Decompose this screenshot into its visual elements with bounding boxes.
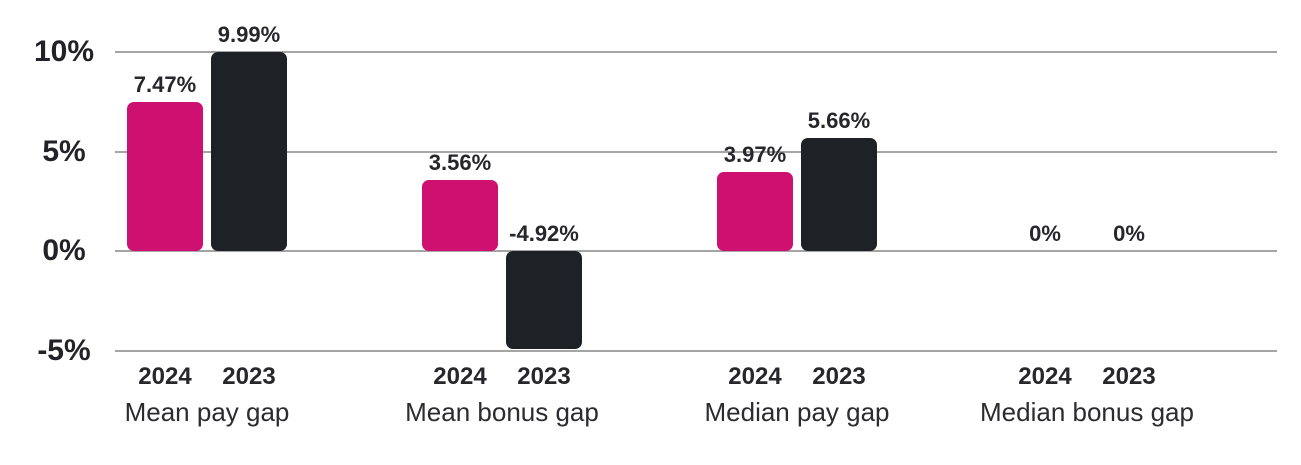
year-label-mean-pay-gap-2023: 2023 xyxy=(222,363,276,390)
year-label-mean-bonus-gap-2023: 2023 xyxy=(517,363,571,390)
category-label-mean-pay-gap: Mean pay gap xyxy=(124,397,290,427)
bar-value-label-mean-pay-gap-2023: 9.99% xyxy=(217,22,281,48)
year-label-mean-pay-gap-2024: 2024 xyxy=(138,363,192,390)
bar-value-label-median-pay-gap-2023: 5.66% xyxy=(807,108,871,134)
bar-value-label-mean-bonus-gap-2023: -4.92% xyxy=(509,221,579,246)
bar-median-pay-gap-2024 xyxy=(717,171,793,251)
category-label-median-bonus-gap: Median bonus gap xyxy=(980,397,1194,427)
gridline-0- xyxy=(115,250,1277,252)
bar-value-label-median-pay-gap-2024: 3.97% xyxy=(723,141,787,167)
year-label-median-bonus-gap-2023: 2023 xyxy=(1102,363,1156,390)
y-axis-tick-label-5-: 5% xyxy=(42,134,86,168)
bar-value-label-mean-bonus-gap-2024: 3.56% xyxy=(428,150,492,176)
y-axis-tick-label--5-: -5% xyxy=(37,333,91,367)
year-label-median-pay-gap-2024: 2024 xyxy=(728,363,782,390)
gridline-10- xyxy=(115,51,1277,53)
gridline--5- xyxy=(115,349,1277,352)
bar-mean-bonus-gap-2024 xyxy=(422,180,498,251)
category-label-mean-bonus-gap: Mean bonus gap xyxy=(405,397,599,427)
bar-mean-pay-gap-2024 xyxy=(127,102,203,251)
year-label-median-bonus-gap-2024: 2024 xyxy=(1018,363,1072,390)
bar-value-label-median-bonus-gap-2023: 0% xyxy=(1113,221,1145,246)
y-axis-tick-label-0-: 0% xyxy=(42,234,86,267)
bar-mean-bonus-gap-2023 xyxy=(506,251,582,349)
gridline-5- xyxy=(115,150,1277,153)
year-label-mean-bonus-gap-2024: 2024 xyxy=(433,363,487,390)
y-axis-tick-label-10-: 10% xyxy=(33,35,95,68)
year-label-median-pay-gap-2023: 2023 xyxy=(812,363,866,390)
bar-mean-pay-gap-2023 xyxy=(211,52,287,251)
bar-value-label-median-bonus-gap-2024: 0% xyxy=(1029,221,1061,246)
bar-value-label-mean-pay-gap-2024: 7.47% xyxy=(133,72,197,98)
bar-median-pay-gap-2023 xyxy=(801,138,877,251)
category-label-median-pay-gap: Median pay gap xyxy=(704,397,890,427)
